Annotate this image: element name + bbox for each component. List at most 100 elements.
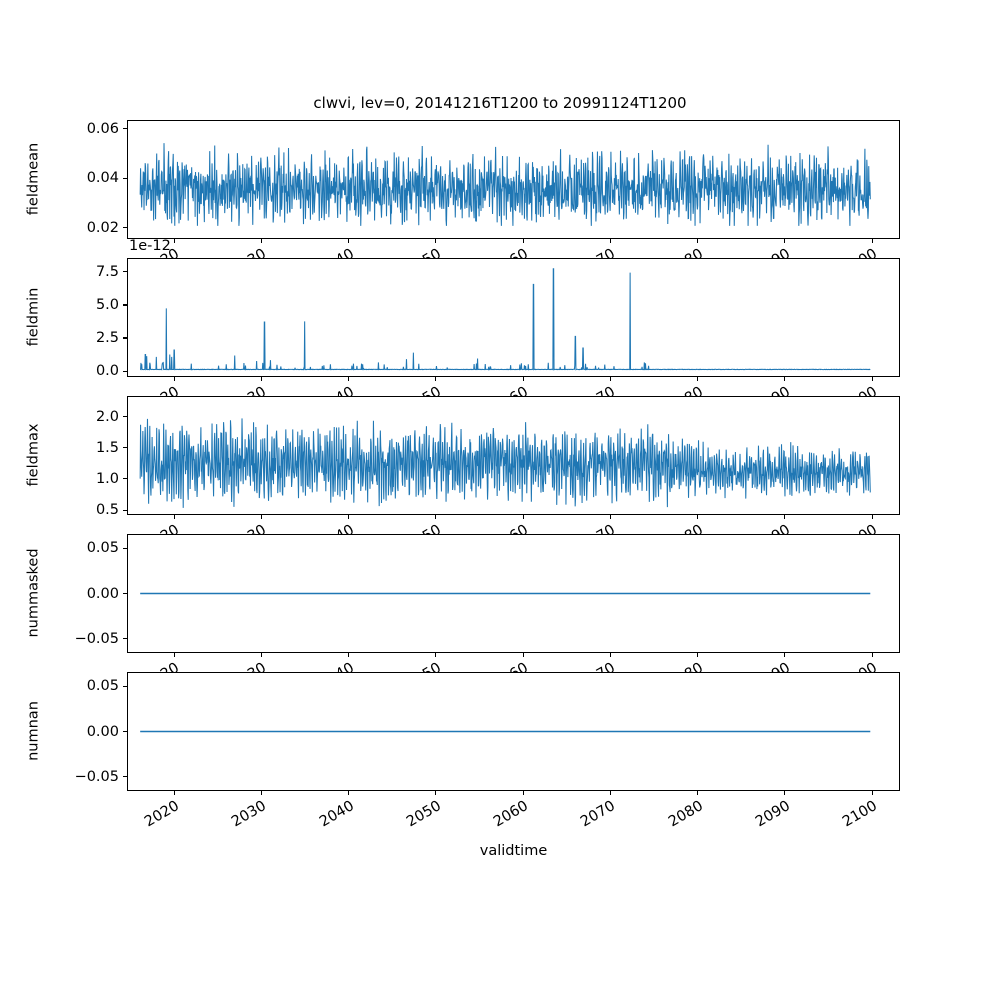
xtick-mark xyxy=(522,791,524,796)
xtick-mark xyxy=(348,377,350,382)
ytick-mark xyxy=(122,509,127,511)
xtick-mark xyxy=(697,515,699,520)
subplot-fieldmean xyxy=(127,120,900,239)
xtick-mark xyxy=(871,377,873,382)
xtick-mark xyxy=(697,377,699,382)
subplot-numnan xyxy=(127,672,900,791)
ytick-label-fieldmean: 0.02 xyxy=(86,219,119,236)
xtick-mark xyxy=(260,377,262,382)
xtick-mark xyxy=(609,515,611,520)
xtick-mark xyxy=(260,791,262,796)
y-axis-label-numnan: numnan xyxy=(25,700,41,761)
ytick-label-fieldmin: 2.5 xyxy=(95,329,119,346)
xtick-mark xyxy=(871,515,873,520)
ytick-label-fieldmin: 5.0 xyxy=(95,296,119,313)
xtick-mark xyxy=(173,377,175,382)
xtick-mark xyxy=(871,791,873,796)
xtick-mark xyxy=(784,653,786,658)
xtick-mark xyxy=(173,239,175,244)
plot-area-fieldmean xyxy=(128,121,899,238)
ytick-label-fieldmax: 0.5 xyxy=(95,502,119,519)
xtick-mark xyxy=(609,791,611,796)
xtick-mark xyxy=(348,791,350,796)
xtick-mark xyxy=(173,515,175,520)
xtick-mark xyxy=(697,791,699,796)
xtick-mark xyxy=(173,653,175,658)
subplot-fieldmax xyxy=(127,396,900,515)
ytick-mark xyxy=(122,593,127,595)
series-line-fieldmin xyxy=(128,259,899,376)
y-axis-label-nummasked: nummasked xyxy=(25,547,41,638)
xtick-mark xyxy=(348,239,350,244)
ytick-mark xyxy=(122,478,127,480)
ytick-label-numnan: −0.05 xyxy=(74,768,119,785)
ytick-label-nummasked: 0.05 xyxy=(86,540,119,557)
ytick-label-fieldmax: 1.0 xyxy=(95,470,119,487)
xtick-mark xyxy=(784,515,786,520)
xtick-mark xyxy=(522,377,524,382)
ytick-label-fieldmean: 0.04 xyxy=(86,170,119,187)
xtick-mark xyxy=(784,791,786,796)
ytick-label-nummasked: 0.00 xyxy=(86,585,119,602)
xtick-mark xyxy=(260,239,262,244)
plot-area-fieldmax xyxy=(128,397,899,514)
ytick-mark xyxy=(122,731,127,733)
ytick-label-fieldmin: 0.0 xyxy=(95,363,119,380)
y-axis-label-fieldmean: fieldmean xyxy=(25,142,41,215)
plot-area-numnan xyxy=(128,673,899,790)
xtick-mark xyxy=(609,239,611,244)
xtick-mark xyxy=(173,791,175,796)
xtick-mark xyxy=(522,239,524,244)
ytick-mark xyxy=(122,177,127,179)
xtick-mark xyxy=(435,239,437,244)
xtick-mark xyxy=(609,377,611,382)
xtick-mark xyxy=(435,791,437,796)
ytick-label-fieldmin: 7.5 xyxy=(95,263,119,280)
ytick-mark xyxy=(122,128,127,130)
y-axis-offset-text-fieldmin: 1e-12 xyxy=(129,238,171,254)
xtick-mark xyxy=(697,653,699,658)
ytick-mark xyxy=(122,227,127,229)
xtick-mark xyxy=(697,239,699,244)
series-line-nummasked xyxy=(128,535,899,652)
ytick-mark xyxy=(122,547,127,550)
plot-area-nummasked xyxy=(128,535,899,652)
series-line-numnan xyxy=(128,673,899,790)
xtick-mark xyxy=(871,239,873,244)
x-axis-label: validtime xyxy=(479,843,548,859)
ytick-label-numnan: 0.05 xyxy=(86,678,119,695)
series-line-fieldmax xyxy=(128,397,899,514)
xtick-mark xyxy=(260,515,262,520)
y-axis-label-fieldmin: fieldmin xyxy=(25,287,41,346)
xtick-mark xyxy=(435,515,437,520)
ytick-mark xyxy=(122,685,127,688)
ytick-label-numnan: 0.00 xyxy=(86,723,119,740)
xtick-mark xyxy=(522,515,524,520)
ytick-label-fieldmax: 2.0 xyxy=(95,408,119,425)
figure-title: clwvi, lev=0, 20141216T1200 to 20991124T… xyxy=(313,94,687,112)
ytick-mark xyxy=(122,776,127,778)
xtick-mark xyxy=(435,653,437,658)
subplot-fieldmin xyxy=(127,258,900,377)
ytick-mark xyxy=(122,447,127,449)
ytick-mark xyxy=(122,304,127,306)
xtick-mark xyxy=(784,239,786,244)
xtick-mark xyxy=(348,653,350,658)
xtick-mark xyxy=(609,653,611,658)
xtick-mark xyxy=(522,653,524,658)
ytick-label-fieldmax: 1.5 xyxy=(95,439,119,456)
xtick-mark xyxy=(871,653,873,658)
ytick-mark xyxy=(122,416,127,418)
subplot-nummasked xyxy=(127,534,900,653)
xtick-mark xyxy=(784,377,786,382)
ytick-label-nummasked: −0.05 xyxy=(74,630,119,647)
y-axis-label-fieldmax: fieldmax xyxy=(25,423,41,486)
series-line-fieldmean xyxy=(128,121,899,238)
xtick-mark xyxy=(348,515,350,520)
xtick-mark xyxy=(260,653,262,658)
ytick-mark xyxy=(122,370,127,372)
plot-area-fieldmin xyxy=(128,259,899,376)
xtick-mark xyxy=(435,377,437,382)
